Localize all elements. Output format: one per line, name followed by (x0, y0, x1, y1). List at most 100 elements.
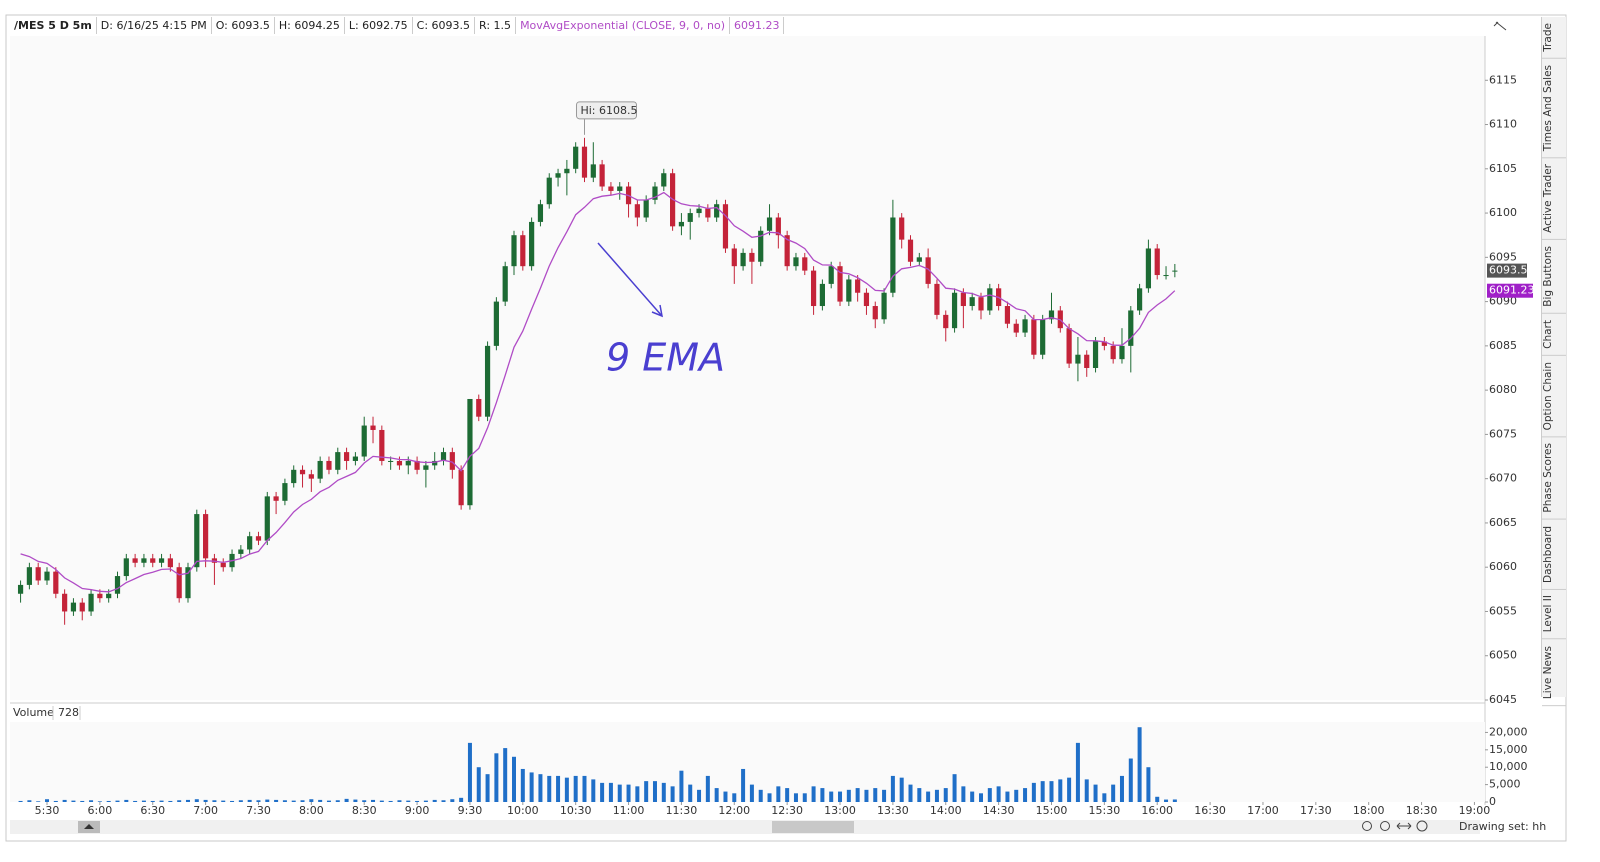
sidebar-tab[interactable]: Chart (1542, 313, 1566, 356)
study-name: MovAvgExponential (CLOSE, 9, 0, no) (516, 17, 730, 34)
candle-body (916, 257, 922, 262)
header-field: H: 6094.25 (275, 17, 345, 34)
candle-body (1022, 319, 1028, 333)
volume-bar (978, 793, 983, 802)
settings-icon[interactable] (1493, 21, 1507, 31)
volume-bar (1084, 779, 1089, 802)
candle-body (396, 460, 403, 466)
volume-bar (961, 786, 966, 802)
x-tick-label: 19:00 (1459, 804, 1491, 817)
header-field: R: 1.5 (475, 17, 517, 34)
volume-bar (221, 800, 226, 802)
high-label: Hi: 6108.5 (580, 104, 637, 117)
candle-body (291, 469, 297, 484)
candle-body (740, 252, 746, 267)
sidebar-tab[interactable]: Times And Sales (1542, 58, 1566, 159)
crosshair[interactable] (1416, 820, 1428, 832)
candle-body (855, 279, 861, 293)
volume-bar (459, 797, 464, 802)
y-tick-label: 6060 (1489, 560, 1517, 573)
x-tick-label: 8:30 (352, 804, 377, 817)
volume-bar (793, 793, 798, 802)
volume-bar (150, 800, 155, 802)
volume-bar (996, 786, 1001, 802)
volume-bar (732, 793, 737, 802)
scroll-thumb[interactable] (772, 821, 854, 833)
candle-body (819, 283, 825, 307)
candle-body (537, 204, 544, 222)
header-field: D: 6/16/25 4:15 PM (97, 17, 212, 34)
candle-body (1136, 288, 1143, 311)
high-label-box (575, 101, 637, 120)
volume-bar (1005, 791, 1010, 802)
candle-body (1172, 270, 1178, 272)
volume-bar (432, 799, 437, 802)
volume-bar (785, 788, 790, 802)
zoom-out[interactable] (1362, 821, 1372, 831)
sidebar-tab[interactable]: Live News (1542, 639, 1566, 706)
candle-body (361, 425, 367, 457)
candle-body (203, 514, 209, 559)
volume-bar (27, 800, 32, 802)
scrollbar[interactable] (10, 820, 1480, 834)
x-tick-label: 18:00 (1353, 804, 1385, 817)
sidebar-tab[interactable]: Dashboard (1542, 519, 1566, 590)
candle-body (1163, 275, 1169, 277)
candle-body (960, 292, 966, 307)
volume-bar (1146, 767, 1151, 802)
volume-bar (1058, 779, 1063, 802)
y-tick-label: 6085 (1489, 339, 1517, 352)
drawing-set[interactable]: Drawing set: hh (1459, 820, 1546, 833)
volume-bar (864, 789, 869, 802)
volume-bar (829, 791, 834, 802)
volume-bar (362, 800, 367, 802)
volume-bar (820, 788, 825, 802)
volume-bar (661, 782, 666, 802)
candle-body (758, 230, 764, 262)
candle-body (1119, 345, 1125, 360)
y-tick-label: 6110 (1489, 118, 1517, 131)
volume-bar (908, 784, 913, 802)
volume-bar (1031, 782, 1036, 802)
volume-bar (344, 798, 349, 802)
volume-bar (741, 768, 746, 802)
volume-bar (1023, 788, 1028, 802)
volume-bar (934, 789, 939, 802)
sidebar-tab[interactable]: Trade (1542, 17, 1566, 59)
candle-body (44, 571, 50, 581)
sidebar-tab[interactable]: Big Buttons (1542, 239, 1566, 314)
candle-body (114, 576, 121, 594)
candle-body (511, 235, 517, 267)
volume-bar (441, 800, 446, 802)
candle-body (687, 213, 693, 222)
x-tick-label: 5:30 (35, 804, 60, 817)
last-price-label: 6093.5 (1489, 264, 1528, 277)
sidebar: Trade Times And Sales Active Trader Big But… (1541, 17, 1566, 706)
volume-bar (97, 801, 102, 802)
sidebar-tab[interactable]: Phase Scores (1542, 436, 1566, 520)
volume-bar (397, 800, 402, 802)
zoom-in[interactable] (1380, 821, 1390, 831)
candle-body (890, 217, 896, 293)
header-field: L: 6092.75 (345, 17, 413, 34)
candle-body (1154, 248, 1160, 276)
pan[interactable] (1396, 822, 1412, 830)
candle-body (837, 266, 843, 302)
volume-y-tick-label: 0 (1489, 795, 1496, 808)
header-field: O: 6093.5 (212, 17, 275, 34)
x-tick-label: 15:00 (1036, 804, 1068, 817)
candle-body (440, 452, 447, 461)
volume-bar (423, 800, 428, 802)
sidebar-tab[interactable]: Level II (1542, 589, 1566, 640)
candle-body (1075, 354, 1081, 364)
candle-body (784, 235, 790, 267)
volume-bar (291, 800, 296, 802)
annotation-arrow-head (651, 304, 663, 318)
sidebar-tab[interactable]: Active Trader (1542, 158, 1566, 240)
volume-bar (705, 775, 710, 802)
candle-body (1048, 310, 1055, 320)
sidebar-tab[interactable]: Option Chain (1542, 355, 1566, 437)
header-field: C: 6093.5 (413, 17, 476, 34)
volume-bar (1075, 742, 1080, 802)
